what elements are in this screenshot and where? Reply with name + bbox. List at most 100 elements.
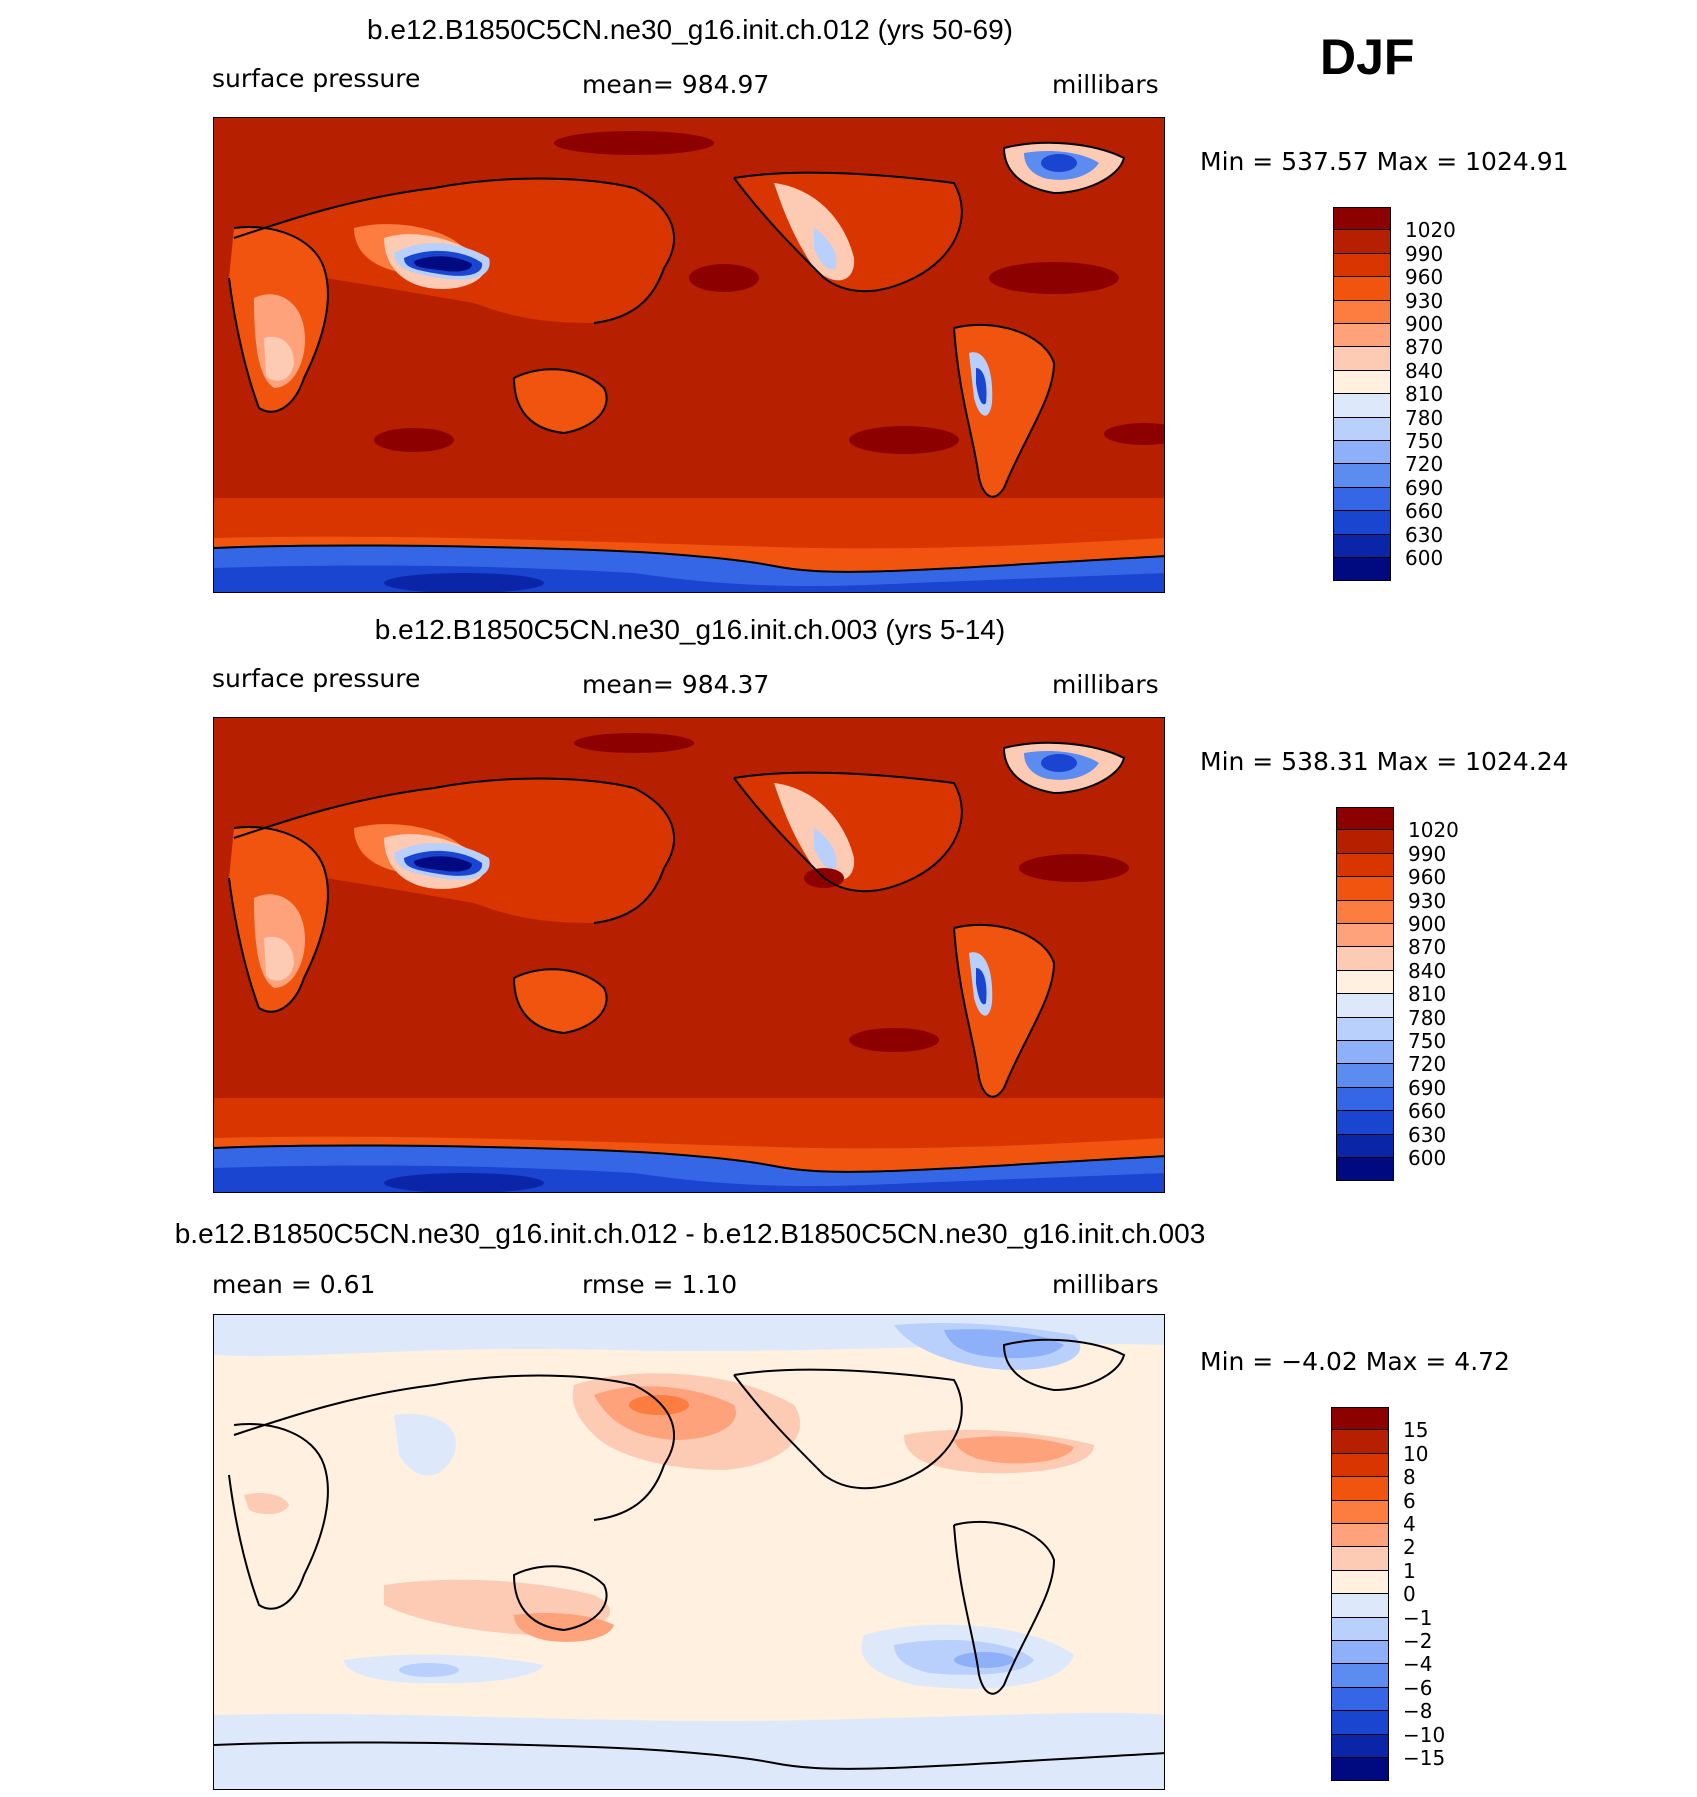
colorbar-tick-label: 600	[1408, 1146, 1447, 1170]
colorbar-swatch	[1331, 1500, 1389, 1524]
colorbar-swatch	[1336, 970, 1394, 995]
colorbar-tick-label: 780	[1405, 405, 1444, 430]
colorbar-swatch	[1333, 441, 1391, 465]
colorbar-swatch	[1331, 1664, 1389, 1688]
colorbar-tick-label: 990	[1408, 841, 1447, 866]
colorbar-tick-label: 10	[1403, 1441, 1429, 1466]
colorbar-swatch	[1331, 1711, 1389, 1735]
colorbar-tick-label: 690	[1408, 1075, 1447, 1100]
colorbar-swatch	[1331, 1524, 1389, 1548]
colorbar-swatch	[1336, 1087, 1394, 1112]
colorbar-tick-label: 600	[1405, 546, 1444, 570]
colorbar-swatch	[1333, 464, 1391, 488]
colorbar-tick-label: 630	[1408, 1122, 1447, 1147]
colorbar-swatch	[1333, 300, 1391, 324]
panel-2-units-label: millibars	[1052, 670, 1159, 699]
colorbar-swatch	[1333, 347, 1391, 371]
colorbar-swatch	[1333, 370, 1391, 395]
colorbar-swatch	[1331, 1407, 1389, 1431]
colorbar-tick-label: 930	[1405, 288, 1444, 313]
panel-1-min-max: Min = 537.57 Max = 1024.91	[1200, 147, 1569, 176]
colorbar-tick-label: 8	[1403, 1465, 1416, 1490]
colorbar-tick-label: −6	[1403, 1675, 1433, 1700]
colorbar-swatch	[1333, 277, 1391, 301]
panel-3-title: b.e12.B1850C5CN.ne30_g16.init.ch.012 - b…	[174, 1218, 1206, 1249]
panel-1-map	[213, 117, 1165, 593]
colorbar-tick-label: 630	[1405, 522, 1444, 547]
colorbar-swatch	[1336, 853, 1394, 878]
colorbar-tick-label: 1	[1403, 1558, 1416, 1583]
colorbar-swatch	[1331, 1687, 1389, 1712]
colorbar-swatch	[1331, 1641, 1389, 1665]
colorbar-swatch	[1333, 511, 1391, 535]
colorbar-swatch	[1336, 830, 1394, 854]
colorbar-swatch	[1336, 1064, 1394, 1088]
colorbar-swatch	[1333, 324, 1391, 348]
colorbar-tick-label: 840	[1405, 358, 1444, 383]
colorbar-swatch	[1333, 253, 1391, 278]
colorbar-swatch	[1336, 1134, 1394, 1158]
colorbar-swatch	[1333, 230, 1391, 254]
panel-2-title: b.e12.B1850C5CN.ne30_g16.init.ch.003 (yr…	[374, 614, 1006, 645]
colorbar-tick-label: −10	[1403, 1722, 1446, 1747]
colorbar-swatch	[1336, 1041, 1394, 1065]
colorbar-swatch	[1331, 1547, 1389, 1571]
colorbar-swatch	[1333, 417, 1391, 441]
colorbar-swatch	[1333, 558, 1391, 582]
colorbar-swatch	[1336, 1017, 1394, 1041]
colorbar-tick-label: 960	[1405, 265, 1444, 290]
colorbar-tick-label: 2	[1403, 1535, 1416, 1560]
colorbar-tick-label: 15	[1403, 1418, 1429, 1443]
colorbar-swatch	[1336, 924, 1394, 948]
colorbar-tick-label: 990	[1405, 241, 1444, 266]
colorbar-tick-label: 900	[1405, 312, 1444, 336]
colorbar-swatch	[1336, 900, 1394, 924]
panel-3-map	[213, 1314, 1165, 1790]
colorbar-tick-label: 750	[1408, 1029, 1447, 1053]
colorbar-tick-label: −2	[1403, 1629, 1433, 1653]
panel-3-mean-label: mean = 0.61	[212, 1270, 376, 1299]
colorbar-tick-label: 660	[1405, 499, 1444, 524]
colorbar-swatch	[1331, 1477, 1389, 1501]
colorbar-tick-label: 1020	[1408, 818, 1459, 843]
colorbar-swatch	[1331, 1734, 1389, 1758]
colorbar-swatch	[1331, 1570, 1389, 1595]
panel-1-title: b.e12.B1850C5CN.ne30_g16.init.ch.012 (yr…	[367, 14, 1013, 45]
colorbar-tick-label: 750	[1405, 429, 1444, 453]
panel-2-variable-label: surface pressure	[212, 664, 421, 693]
colorbar-tick-label: 960	[1408, 865, 1447, 890]
colorbar-tick-label: −8	[1403, 1699, 1433, 1724]
colorbar-swatch	[1331, 1430, 1389, 1454]
panel-3-min-max: Min = −4.02 Max = 4.72	[1200, 1347, 1510, 1376]
colorbar-swatch	[1336, 877, 1394, 901]
colorbar-tick-label: 930	[1408, 888, 1447, 913]
colorbar-tick-label: 780	[1408, 1005, 1447, 1030]
panel-1-mean-label: mean= 984.97	[582, 70, 770, 99]
colorbar-tick-label: 0	[1403, 1582, 1416, 1607]
panel-2-mean-label: mean= 984.37	[582, 670, 770, 699]
colorbar-swatch	[1333, 207, 1391, 231]
colorbar-tick-label: 6	[1403, 1488, 1416, 1513]
colorbar-swatch	[1336, 947, 1394, 971]
colorbar-tick-label: 720	[1408, 1052, 1447, 1077]
colorbar-tick-label: 810	[1405, 382, 1444, 407]
colorbar-tick-label: 870	[1408, 935, 1447, 960]
colorbar-swatch	[1333, 534, 1391, 558]
colorbar-tick-label: 1020	[1405, 218, 1456, 243]
colorbar-tick-label: 690	[1405, 475, 1444, 500]
colorbar-swatch	[1331, 1617, 1389, 1641]
panel-2-min-max: Min = 538.31 Max = 1024.24	[1200, 747, 1569, 776]
panel-1-variable-label: surface pressure	[212, 64, 421, 93]
colorbar-swatch	[1333, 394, 1391, 418]
panel-3-units-label: millibars	[1052, 1270, 1159, 1299]
colorbar-tick-label: 660	[1408, 1099, 1447, 1124]
season-label: DJF	[1320, 29, 1415, 85]
colorbar-tick-label: 810	[1408, 982, 1447, 1007]
colorbar-swatch	[1331, 1453, 1389, 1478]
colorbar-swatch	[1336, 994, 1394, 1018]
colorbar-swatch	[1331, 1758, 1389, 1782]
colorbar-tick-label: −15	[1403, 1746, 1446, 1770]
colorbar-swatch	[1331, 1594, 1389, 1618]
colorbar-tick-label: 720	[1405, 452, 1444, 477]
colorbar-tick-label: 840	[1408, 958, 1447, 983]
